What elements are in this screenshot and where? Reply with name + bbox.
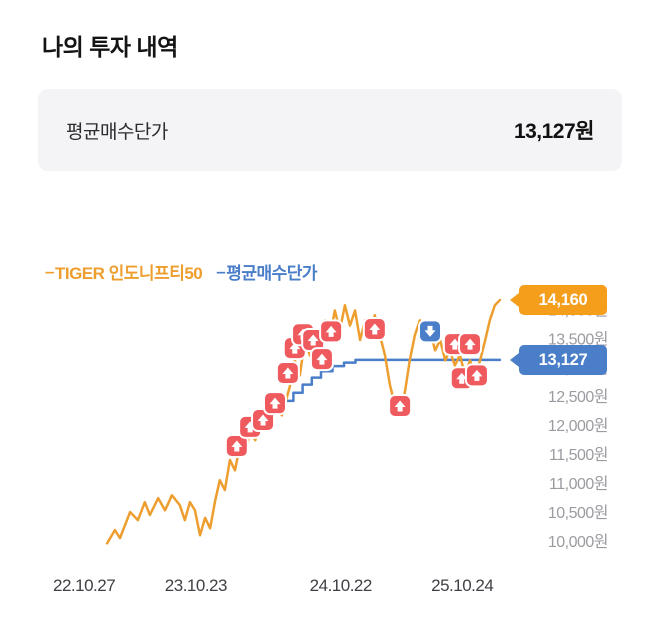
y-axis-label: 12,500원 <box>548 388 608 406</box>
current-price-badge: 14,160 <box>510 285 607 316</box>
buy-marker-icon <box>388 394 413 419</box>
buy-marker-icon <box>309 347 334 372</box>
x-axis-label: 22.10.27 <box>53 576 115 595</box>
sell-marker-icon <box>418 319 443 344</box>
legend-dash-icon: – <box>216 261 226 281</box>
page-title: 나의 투자 내역 <box>42 34 178 60</box>
y-axis-label: 11,000원 <box>549 475 608 493</box>
buy-marker-icon <box>224 434 249 459</box>
investment-chart: – TIGER 인도니프티50 – 평균매수단가 14,000원13,500원1… <box>0 247 660 615</box>
x-axis-label: 25.10.24 <box>431 576 493 595</box>
legend-item-average: – 평균매수단가 <box>216 259 317 284</box>
x-axis-label: 23.10.23 <box>165 576 227 595</box>
y-axis-label: 10,000원 <box>548 533 608 551</box>
x-axis-label: 24.10.22 <box>310 576 372 595</box>
buy-marker-icon <box>275 361 300 386</box>
y-axis-label: 13,500원 <box>548 330 608 348</box>
y-axis-label: 11,500원 <box>549 446 608 464</box>
average-price-badge: 13,127 <box>510 344 607 375</box>
buy-marker-icon <box>263 391 287 416</box>
legend-item-tiger: – TIGER 인도니프티50 <box>45 259 203 284</box>
buy-marker-icon <box>458 332 483 357</box>
chart-legend: – TIGER 인도니프티50 – 평균매수단가 <box>45 259 318 284</box>
average-price-line <box>285 358 502 403</box>
y-axis-label: 12,000원 <box>548 417 608 435</box>
badge-pointer-icon <box>510 352 519 367</box>
average-price-card: 평균매수단가 13,127원 <box>38 89 622 171</box>
average-price-badge-label: 13,127 <box>519 344 607 375</box>
buy-marker-icon <box>362 317 387 342</box>
legend-dash-icon: – <box>45 261 54 281</box>
average-price-value: 13,127원 <box>513 120 595 143</box>
current-price-badge-label: 14,160 <box>519 285 607 316</box>
chart-canvas: 14,000원13,500원13,000원12,500원12,000원11,50… <box>53 298 609 595</box>
legend-label-average: 평균매수단가 <box>226 264 318 283</box>
buy-marker-icon <box>464 363 489 388</box>
buy-marker-icon <box>319 319 344 344</box>
y-axis-label: 10,500원 <box>548 504 608 522</box>
badge-pointer-icon <box>510 293 519 308</box>
legend-label-tiger: TIGER 인도니프티50 <box>54 264 203 283</box>
average-price-label: 평균매수단가 <box>66 121 168 143</box>
